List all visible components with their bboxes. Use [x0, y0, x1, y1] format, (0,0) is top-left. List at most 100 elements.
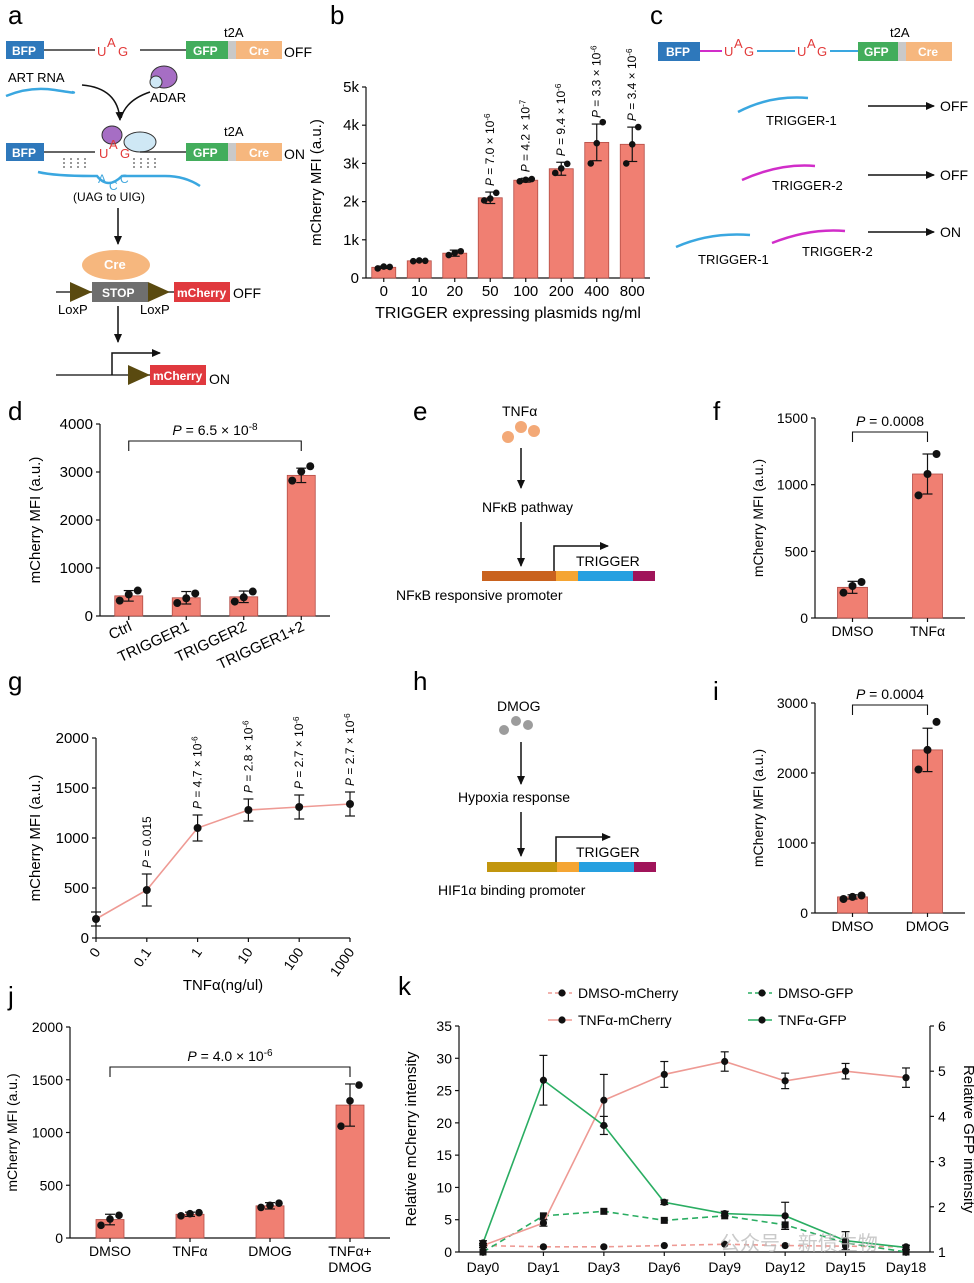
dmog-label: DMOG [497, 698, 541, 714]
y-tick-label: 0 [85, 608, 93, 625]
data-point [848, 892, 857, 901]
chart-k: 0 5 10 15 20 25 30 35 1 2 3 4 5 6 Relative mCherry int… [403, 985, 974, 1275]
art-rna-strand [5, 87, 76, 98]
gfp-box [858, 42, 898, 61]
tnf-molecule [515, 421, 527, 433]
gfp-box [186, 143, 228, 161]
on-label: ON [284, 146, 305, 162]
y-tick-label: 500 [785, 543, 809, 559]
data-point [173, 599, 182, 608]
data-point [600, 1207, 608, 1215]
acc-c2: C [120, 172, 129, 186]
data-point [932, 717, 941, 726]
data-point [421, 257, 429, 265]
legend-marker [558, 1016, 566, 1024]
on-label: ON [940, 224, 961, 240]
loxp-left [70, 282, 92, 302]
y-axis-label: mCherry MFI (a.u.) [27, 775, 44, 902]
y-tick-label: 15 [436, 1147, 452, 1163]
data-point [522, 176, 530, 184]
g-letter: G [120, 146, 130, 161]
data-point [587, 160, 595, 167]
x-tick-label: 10 [234, 944, 256, 966]
y2-tick-label: 5 [938, 1063, 946, 1079]
cre-enzyme-label: Cre [104, 257, 126, 272]
series-line-DMSO-mCherry [482, 1243, 907, 1248]
y-tick-label: 2000 [32, 1019, 63, 1035]
gfp-label: GFP [193, 44, 218, 58]
off-label: OFF [940, 167, 968, 183]
y-tick-label: 1k [343, 232, 359, 249]
significance-bracket [851, 431, 929, 442]
tnf-label: TNFα [502, 403, 537, 419]
data-point [142, 886, 151, 894]
data-point [563, 160, 571, 168]
data-point [257, 1203, 265, 1212]
data-point [355, 1081, 363, 1089]
data-point [660, 1241, 668, 1250]
data-point [195, 1208, 203, 1217]
tnf-molecule [528, 425, 540, 437]
significance-label: P = 6.5 × 10-8 [172, 422, 258, 439]
x-tick-label: 10 [411, 283, 428, 300]
a-letter: A [807, 36, 816, 51]
trigger1-label: TRIGGER-1 [766, 113, 837, 128]
x-axis-label: TRIGGER expressing plasmids ng/ml [375, 305, 641, 322]
data-point [600, 1121, 608, 1130]
data-point [115, 596, 124, 605]
cre-box [906, 42, 952, 61]
data-point [230, 597, 239, 606]
pathway-label: NFκB pathway [482, 499, 573, 515]
data-point [409, 257, 417, 265]
p-value-annotation: P = 2.8 × 10-6 [241, 720, 256, 793]
trigger-segment [578, 571, 633, 581]
p-value-annotation: P = 3.4 × 10-6 [625, 48, 640, 121]
bfp-box [6, 41, 44, 59]
y-tick-label: 0 [800, 610, 808, 626]
tss-arrow [555, 833, 611, 862]
x-tick-label: Day1 [527, 1259, 560, 1275]
data-point [115, 1211, 123, 1220]
promoter-arrow [111, 349, 161, 375]
y-axis-label: mCherry MFI (a.u.) [308, 119, 325, 246]
significance-bracket [109, 1066, 351, 1077]
panel-a: BFP U A G t2A GFP Cre OFF ART RNA ADAR B… [5, 25, 312, 387]
adar-enzyme-small [149, 75, 163, 89]
y2-tick-label: 1 [938, 1244, 946, 1260]
data-point [346, 800, 354, 808]
trigger2-label: TRIGGER-2 [772, 178, 843, 193]
trigger-segment [579, 862, 634, 872]
data-point [346, 1097, 354, 1105]
data-point [374, 265, 382, 272]
y-tick-label: 10 [436, 1179, 452, 1195]
x-tick-label: 1000 [326, 944, 357, 979]
data-point [914, 491, 923, 500]
trigger-label: TRIGGER [576, 553, 640, 569]
a-letter: A [734, 36, 743, 51]
legend-marker [558, 989, 566, 997]
off-label: OFF [940, 98, 968, 114]
y-axis-label: mCherry MFI (a.u.) [750, 749, 766, 867]
panel-label-c: c [650, 0, 663, 30]
tnf-molecule [502, 431, 514, 443]
gfp-label: GFP [193, 146, 218, 160]
data-point [622, 160, 630, 167]
x-tick-label: Day18 [886, 1259, 927, 1275]
x-tick-label: 400 [584, 283, 609, 300]
data-point [539, 1076, 548, 1084]
cre-box [236, 41, 282, 59]
data-point [599, 118, 607, 126]
promoter-segment [482, 571, 556, 581]
y-tick-label: 1000 [56, 830, 89, 847]
trigger1-strand [675, 233, 751, 249]
data-point [445, 251, 453, 259]
tss-arrow [553, 542, 609, 571]
stop-label: STOP [102, 286, 134, 300]
legend-label: TNFα-mCherry [578, 1012, 672, 1028]
cre-label: Cre [249, 44, 269, 58]
data-point [721, 1240, 729, 1248]
art-rna-label: ART RNA [8, 70, 65, 85]
flow-arrow [81, 84, 124, 121]
chart-b: 0 1k 2k 3k 4k 5k mCherry MFI (a.u.) 0 10 20 50 P = … [308, 45, 650, 322]
